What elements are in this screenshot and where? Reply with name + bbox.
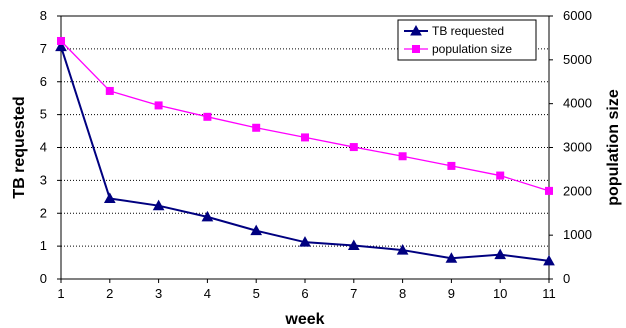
y2-tick-label: 2000 xyxy=(563,183,592,198)
data-point xyxy=(301,133,309,142)
x-tick-label: 3 xyxy=(155,286,162,301)
data-point xyxy=(252,123,261,132)
x-tick-label: 1 xyxy=(57,286,64,301)
y-tick-label: 7 xyxy=(40,41,47,56)
y2-tick-label: 1000 xyxy=(563,227,592,242)
data-point xyxy=(445,252,458,263)
series-group xyxy=(55,36,555,266)
x-tick-label: 4 xyxy=(204,286,211,301)
legend-marker xyxy=(412,45,420,53)
series-line xyxy=(60,46,550,262)
x-axis: 1 2 3 4 5 6 7 8 9 10 11 xyxy=(57,279,556,301)
data-point xyxy=(154,101,163,110)
y-tick-label: 1 xyxy=(40,238,47,253)
legend-entry: population size xyxy=(404,42,512,56)
legend-box xyxy=(397,19,537,61)
y2-tick-label: 4000 xyxy=(563,96,592,111)
series-tb-requested xyxy=(55,40,555,266)
x-tick-label: 7 xyxy=(350,286,357,301)
data-point xyxy=(203,112,212,121)
x-tick-label: 11 xyxy=(542,286,556,301)
data-point xyxy=(105,86,114,95)
data-point xyxy=(57,36,65,45)
legend-marker xyxy=(410,24,422,36)
data-point xyxy=(545,186,553,195)
data-point xyxy=(398,152,407,161)
series-population-size xyxy=(57,36,553,195)
legend-label: TB requested xyxy=(432,24,504,38)
data-point xyxy=(55,40,67,52)
data-point xyxy=(396,244,409,255)
data-point xyxy=(447,161,456,170)
x-tick-label: 8 xyxy=(399,286,406,301)
y-axis-right-title: population size xyxy=(605,89,622,206)
x-axis-title: week xyxy=(284,311,324,328)
data-point xyxy=(250,224,263,236)
data-point xyxy=(494,248,507,260)
data-point xyxy=(496,171,505,180)
y-tick-label: 3 xyxy=(40,172,47,187)
gridlines xyxy=(61,48,549,247)
y2-tick-label: 3000 xyxy=(563,140,592,155)
y-axis-left-title: TB requested xyxy=(11,96,28,198)
y-tick-label: 5 xyxy=(40,107,47,122)
y-axis-left: 0 1 2 3 4 5 6 7 8 xyxy=(40,8,61,286)
series-line xyxy=(60,40,550,192)
x-tick-label: 9 xyxy=(448,286,455,301)
data-point xyxy=(152,199,165,211)
legend-entry: TB requested xyxy=(404,24,504,38)
x-tick-label: 6 xyxy=(301,286,308,301)
y-axis-right: 0 1000 2000 3000 4000 5000 6000 xyxy=(549,8,592,286)
data-point xyxy=(103,192,116,203)
data-point xyxy=(347,239,360,250)
data-point xyxy=(299,236,311,247)
data-point xyxy=(349,143,358,152)
legend: TB requested population size xyxy=(397,19,537,61)
x-tick-label: 5 xyxy=(253,286,260,301)
y-tick-label: 4 xyxy=(40,140,47,155)
y2-tick-label: 5000 xyxy=(563,52,592,67)
y-tick-label: 0 xyxy=(40,271,47,286)
legend-label: population size xyxy=(432,42,512,56)
y2-tick-label: 6000 xyxy=(563,8,592,23)
x-tick-label: 2 xyxy=(106,286,113,301)
y-tick-label: 2 xyxy=(40,205,47,220)
data-point xyxy=(201,210,214,222)
y-tick-label: 8 xyxy=(40,8,47,23)
y2-tick-label: 0 xyxy=(563,271,570,286)
y-tick-label: 6 xyxy=(40,74,47,89)
data-point xyxy=(543,254,555,266)
x-tick-label: 10 xyxy=(493,286,507,301)
